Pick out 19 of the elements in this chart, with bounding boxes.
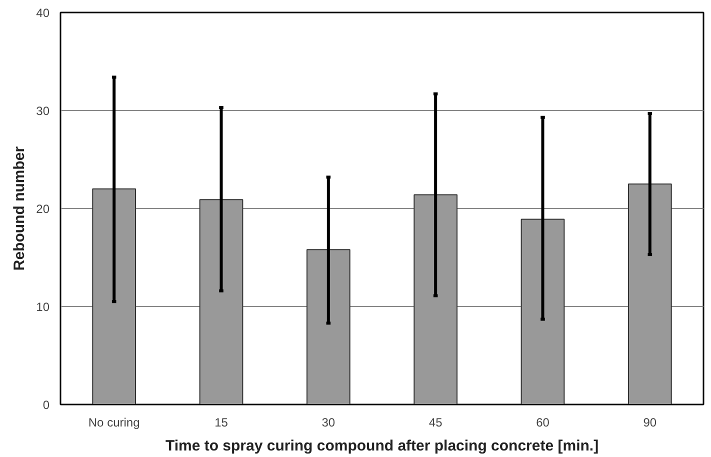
y-axis-title: Rebound number [11, 146, 28, 271]
x-tick-label: No curing [88, 416, 140, 430]
x-tick-label: 60 [536, 416, 550, 430]
bar [92, 188, 136, 404]
y-tick-label: 40 [36, 6, 50, 20]
bar [628, 184, 672, 404]
bar [520, 218, 565, 404]
x-tick-label: 90 [643, 416, 657, 430]
x-tick-label: 45 [428, 416, 443, 430]
x-axis-title: Time to spray curing compound after placing concrete [min.] [165, 438, 599, 454]
y-tick-label: 30 [36, 104, 50, 118]
bar [199, 199, 244, 404]
x-tick-label: 30 [322, 416, 336, 430]
y-tick-label: 20 [36, 202, 50, 216]
y-tick-label: 0 [42, 398, 50, 412]
bar [414, 194, 458, 404]
y-tick-label: 10 [36, 300, 50, 314]
x-tick-label: 15 [214, 416, 228, 430]
bar [306, 249, 350, 404]
